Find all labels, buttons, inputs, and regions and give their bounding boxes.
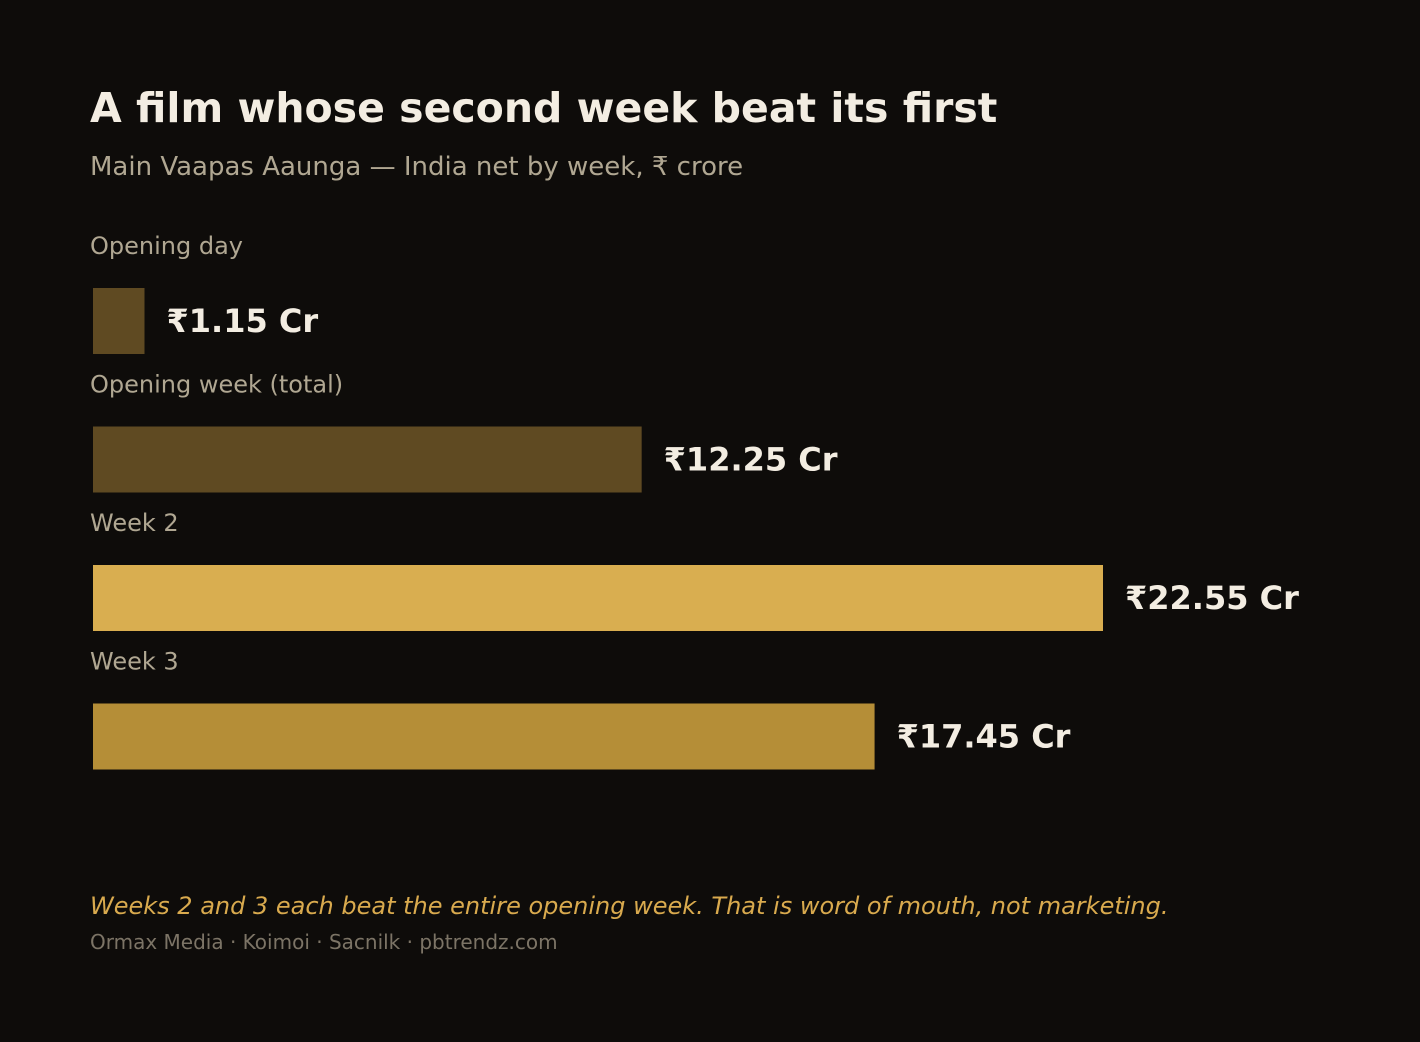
value-label-week-3: ₹17.45 Cr — [897, 718, 1071, 756]
category-label-week-3: Week 3 — [90, 648, 179, 676]
chart-note: Weeks 2 and 3 each beat the entire openi… — [90, 892, 1169, 920]
bar-opening-day — [93, 288, 145, 354]
category-label-opening-week-total: Opening week (total) — [90, 371, 343, 399]
value-label-opening-day: ₹1.15 Cr — [167, 302, 319, 340]
category-label-week-2: Week 2 — [90, 509, 179, 537]
value-label-opening-week-total: ₹12.25 Cr — [664, 441, 838, 479]
chart-source: Ormax Media · Koimoi · Sacnilk · pbtrend… — [90, 930, 558, 954]
category-label-opening-day: Opening day — [90, 232, 243, 260]
value-label-week-2: ₹22.55 Cr — [1125, 579, 1299, 617]
chart-title: A film whose second week beat its first — [90, 84, 998, 132]
bar-week-3 — [93, 703, 875, 770]
bar-opening-week-total — [93, 426, 642, 493]
bar-week-2 — [93, 565, 1103, 631]
chart-subtitle: Main Vaapas Aaunga — India net by week, … — [90, 152, 744, 182]
